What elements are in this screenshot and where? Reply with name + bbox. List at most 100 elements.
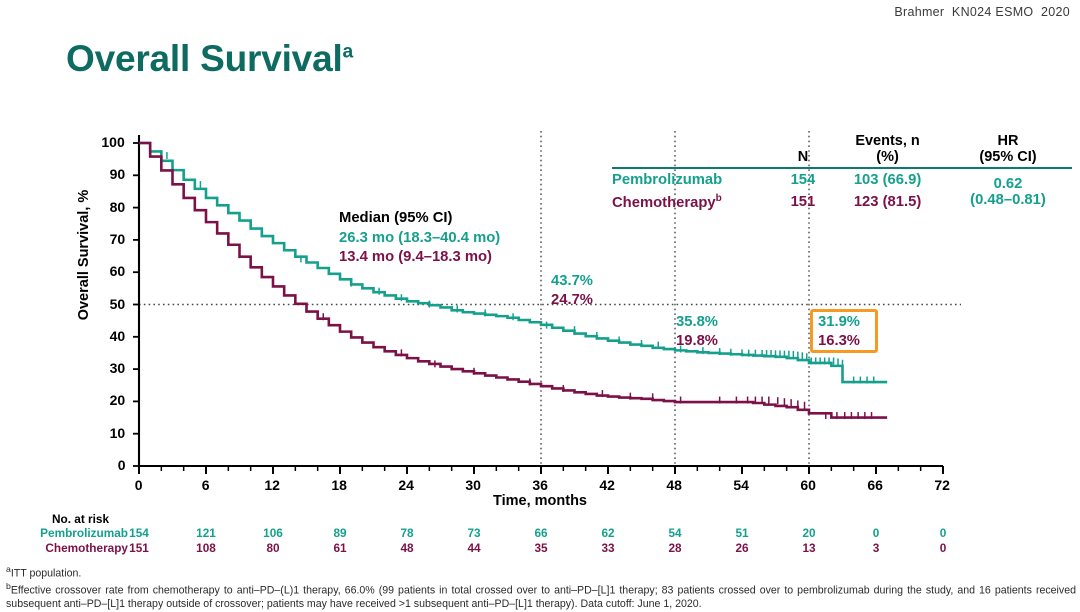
stats-row-events-pembrolizumab: 103 (66.9) [853, 172, 922, 189]
stats-row-name-text: Pembrolizumab [612, 172, 723, 189]
stats-header-events-line2: (%) [876, 149, 899, 166]
stats-row-name-text: Chemotherapy [612, 195, 716, 212]
risk-value: 0 [939, 526, 947, 540]
risk-value: 0 [939, 540, 947, 555]
risk-value: 154 [129, 526, 149, 540]
stats-header-hr-line1: HR [997, 133, 1019, 149]
risk-value: 62 [601, 526, 615, 540]
risk-value: 106 [263, 526, 283, 540]
footnote-a-marker: a [6, 564, 11, 574]
footnote-a-text: ITT population. [10, 567, 82, 580]
x-tick-label-54: 54 [733, 477, 749, 493]
risk-value: 26 [735, 540, 749, 555]
stats-row-name-superscript: b [715, 193, 722, 205]
risk-value: 3 [872, 540, 880, 555]
censor-marks-pembrolizumab [166, 152, 875, 384]
y-tick-label-10: 10 [109, 424, 126, 441]
risk-value: 13 [802, 540, 816, 555]
median-annotation-pembrolizumab: 26.3 mo (18.3–40.4 mo) [339, 229, 501, 246]
risk-value: 66 [534, 526, 548, 540]
risk-value: 28 [668, 540, 682, 555]
x-tick-label-12: 12 [264, 477, 280, 493]
x-tick-label-18: 18 [331, 477, 347, 493]
y-tick-label-60: 60 [109, 263, 126, 280]
y-tick-label-70: 70 [109, 230, 126, 247]
milestone-60mo-highlight-box [810, 309, 878, 353]
footnote-b-marker: b [6, 580, 11, 591]
risk-value: 51 [735, 526, 749, 540]
risk-value: 35 [534, 540, 548, 555]
footnotes: aITT population. bEffective crossover ra… [6, 564, 1076, 612]
page-title-text: Overall Survival [66, 38, 343, 79]
x-tick-label-48: 48 [666, 477, 682, 493]
y-tick-label-40: 40 [109, 327, 126, 344]
y-tick-label-20: 20 [109, 392, 126, 409]
median-annotation: Median (95% CI) 26.3 mo (18.3–40.4 mo) 1… [339, 209, 500, 268]
risk-value: 0 [872, 526, 880, 540]
milestone-60-pembrolizumab: 31.9% [818, 314, 860, 330]
stats-header-hr-line2: (95% CI) [979, 149, 1037, 166]
x-tick-label-6: 6 [201, 477, 210, 493]
y-tick-label-50: 50 [109, 295, 126, 312]
stats-legend-table: N Events, n (%) HR (95% CI) Pembrolizuma… [612, 133, 1072, 213]
stats-row-n-pembrolizumab: 154 [790, 172, 816, 189]
stats-header-events-line1: Events, n [855, 133, 920, 149]
x-tick-label-30: 30 [465, 477, 481, 493]
stats-hr-cell: 0.62 (0.48–0.81) [944, 168, 1072, 213]
stats-header-hr: HR (95% CI) [943, 133, 1072, 170]
milestone-60-chemotherapy: 16.3% [818, 333, 860, 350]
risk-value: 80 [266, 540, 280, 555]
median-annotation-title: Median (95% CI) [339, 210, 453, 226]
x-tick-label-60: 60 [800, 477, 816, 493]
milestone-annotation-36mo: 43.7% 24.7% [551, 272, 593, 310]
page-title: Overall Survivala [66, 38, 353, 80]
risk-value: 20 [802, 526, 816, 540]
table-row: Chemotherapyb 151 123 (81.5) [612, 190, 1072, 213]
milestone-48-pembrolizumab: 35.8% [676, 314, 718, 330]
stats-row-events-chemotherapy: 123 (81.5) [853, 194, 922, 211]
x-tick-label-42: 42 [599, 477, 615, 493]
milestone-36-pembrolizumab: 43.7% [551, 273, 593, 289]
x-axis-label: Time, months [493, 493, 587, 509]
risk-row-label-chemotherapy: Chemotherapy [45, 540, 128, 555]
stats-row-n-chemotherapy: 151 [790, 194, 816, 211]
milestone-48-chemotherapy: 19.8% [676, 333, 718, 350]
risk-value: 89 [333, 526, 347, 540]
y-tick-label-30: 30 [109, 360, 126, 377]
risk-value: 44 [467, 540, 481, 555]
stats-header-n: N [774, 133, 832, 170]
x-tick-label-0: 0 [134, 477, 143, 493]
risk-value: 73 [467, 526, 481, 540]
risk-value: 61 [333, 540, 347, 555]
citation-text: Brahmer KN024 ESMO 2020 [894, 5, 1070, 19]
table-row: Pembrolizumab 154 103 (66.9) 0.62 (0.48–… [612, 168, 1072, 207]
milestone-annotation-60mo: 31.9% 16.3% [818, 313, 860, 351]
risk-value: 108 [196, 540, 216, 555]
stats-hr-value: 0.62 [993, 175, 1023, 192]
risk-row-label-pembrolizumab: Pembrolizumab [40, 526, 128, 540]
y-axis-label: Overall Survival, % [76, 189, 92, 321]
risk-value: 121 [196, 526, 216, 540]
page-title-superscript: a [342, 41, 354, 63]
x-tick-label-36: 36 [532, 477, 548, 493]
stats-row-name-pembrolizumab: Pembrolizumab [612, 168, 775, 190]
y-tick-label-90: 90 [109, 166, 126, 183]
median-annotation-chemotherapy: 13.4 mo (9.4–18.3 mo) [339, 249, 492, 266]
milestone-36-chemotherapy: 24.7% [551, 292, 593, 309]
risk-value: 78 [400, 526, 414, 540]
censor-marks-chemotherapy [238, 251, 873, 420]
risk-value: 48 [400, 540, 414, 555]
risk-value: 33 [601, 540, 615, 555]
x-tick-label-66: 66 [867, 477, 883, 493]
stats-header-events: Events, n (%) [831, 133, 944, 170]
x-tick-label-24: 24 [398, 477, 414, 493]
milestone-annotation-48mo: 35.8% 19.8% [676, 313, 718, 351]
risk-value: 54 [668, 526, 682, 540]
stats-row-name-chemotherapy: Chemotherapyb [612, 190, 775, 213]
risk-value: 151 [129, 540, 149, 555]
y-tick-label-100: 100 [101, 134, 125, 150]
survival-curve-chemotherapy [139, 141, 888, 419]
y-tick-label-0: 0 [117, 457, 126, 473]
